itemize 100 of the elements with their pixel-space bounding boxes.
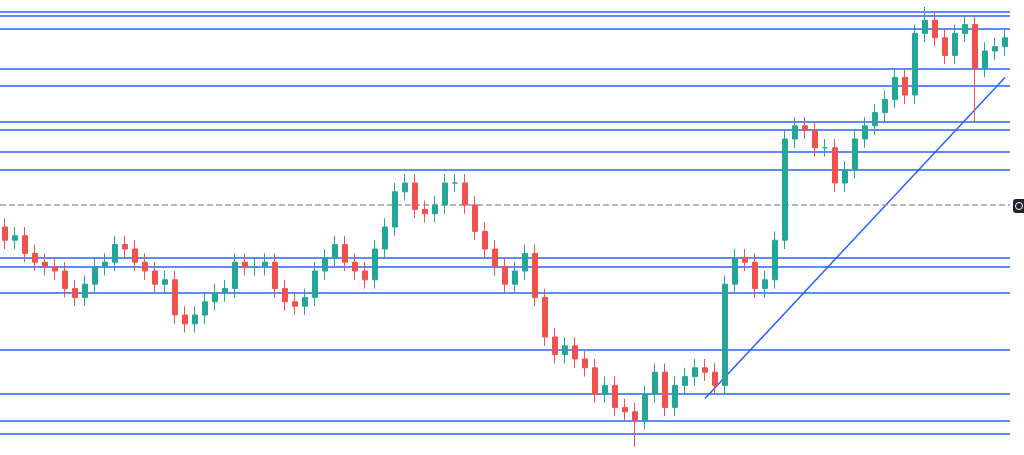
candlestick	[212, 283, 218, 312]
candlestick	[142, 252, 148, 281]
candlestick	[452, 173, 458, 193]
candlestick	[532, 244, 538, 307]
candlestick	[92, 257, 98, 294]
candlestick	[802, 116, 808, 140]
candlestick	[972, 15, 978, 122]
candlestick	[722, 274, 728, 395]
candlestick	[162, 270, 168, 294]
candlestick	[432, 195, 438, 224]
candlestick	[742, 248, 748, 272]
candlestick	[442, 173, 448, 215]
candlestick	[542, 288, 548, 347]
candlestick	[812, 120, 818, 158]
candlestick	[672, 376, 678, 417]
candlestick	[332, 235, 338, 268]
candlestick	[892, 68, 898, 109]
candlestick	[252, 257, 258, 276]
candlestick	[82, 274, 88, 307]
candlestick	[42, 252, 48, 276]
candlestick	[682, 367, 688, 395]
candlestick	[322, 248, 328, 281]
candlestick	[312, 261, 318, 307]
candlestick	[792, 116, 798, 149]
candlestick	[352, 252, 358, 281]
candlestick	[282, 279, 288, 312]
candlestick	[272, 252, 278, 298]
candlestick	[192, 305, 198, 334]
candlestick	[842, 160, 848, 193]
candlestick	[512, 261, 518, 294]
candlestick	[982, 41, 988, 78]
candlestick	[22, 226, 28, 263]
candlestick	[962, 15, 968, 43]
candlestick	[202, 292, 208, 325]
candlestick	[832, 138, 838, 193]
candlestick	[862, 116, 868, 149]
candlestick	[822, 138, 828, 158]
candlestick	[372, 239, 378, 290]
candlestick	[422, 200, 428, 224]
candlestick	[662, 362, 668, 417]
candlestick	[702, 358, 708, 382]
candlestick	[922, 6, 928, 43]
candlestick	[1002, 28, 1008, 56]
candlestick	[232, 252, 238, 298]
candlestick	[782, 129, 788, 250]
candlestick	[342, 235, 348, 272]
candlestick	[572, 336, 578, 369]
candlestick	[302, 288, 308, 316]
candlestick	[242, 252, 248, 276]
candlestick	[172, 270, 178, 325]
candlestick	[152, 261, 158, 294]
candlestick	[62, 261, 68, 298]
candlestick	[602, 376, 608, 404]
candlestick	[292, 292, 298, 316]
candlestick	[772, 230, 778, 290]
candlestick	[622, 398, 628, 422]
candlestick	[502, 257, 508, 294]
candlestick	[52, 257, 58, 281]
candlestick	[632, 402, 638, 448]
candlestick	[562, 336, 568, 364]
candlestick	[952, 24, 958, 65]
candlestick	[932, 10, 938, 48]
candlestick	[852, 129, 858, 180]
candlestick	[382, 217, 388, 259]
candlestick	[492, 239, 498, 276]
candlestick	[522, 244, 528, 281]
candlestick	[402, 173, 408, 202]
candlestick	[112, 235, 118, 272]
candlestick	[462, 173, 468, 215]
candlestick	[762, 270, 768, 298]
candlestick	[912, 24, 918, 105]
candlestick	[652, 362, 658, 404]
candlestick	[752, 252, 758, 298]
candlestick	[592, 358, 598, 404]
candlestick	[32, 244, 38, 272]
candlestick	[362, 261, 368, 290]
candlestick	[132, 239, 138, 272]
candlestick	[482, 222, 488, 259]
candlestick	[122, 235, 128, 259]
candlestick	[712, 362, 718, 395]
candlestick	[552, 327, 558, 364]
candlestick	[392, 182, 398, 237]
candlestick	[412, 173, 418, 219]
candlestick	[992, 37, 998, 61]
candlestick	[872, 103, 878, 136]
candlestick	[902, 68, 908, 105]
candlestick	[472, 195, 478, 241]
candlestick	[222, 279, 228, 303]
candlestick	[582, 349, 588, 378]
candlestick	[2, 217, 8, 250]
candlestick	[692, 358, 698, 386]
candlestick	[732, 248, 738, 294]
candlestick	[102, 252, 108, 276]
candlestick	[882, 90, 888, 122]
candlestick	[12, 226, 18, 250]
candlestick	[182, 305, 188, 334]
candlestick	[262, 252, 268, 276]
candlestick	[612, 376, 618, 417]
candlestick	[642, 384, 648, 430]
candlestick	[942, 28, 948, 65]
